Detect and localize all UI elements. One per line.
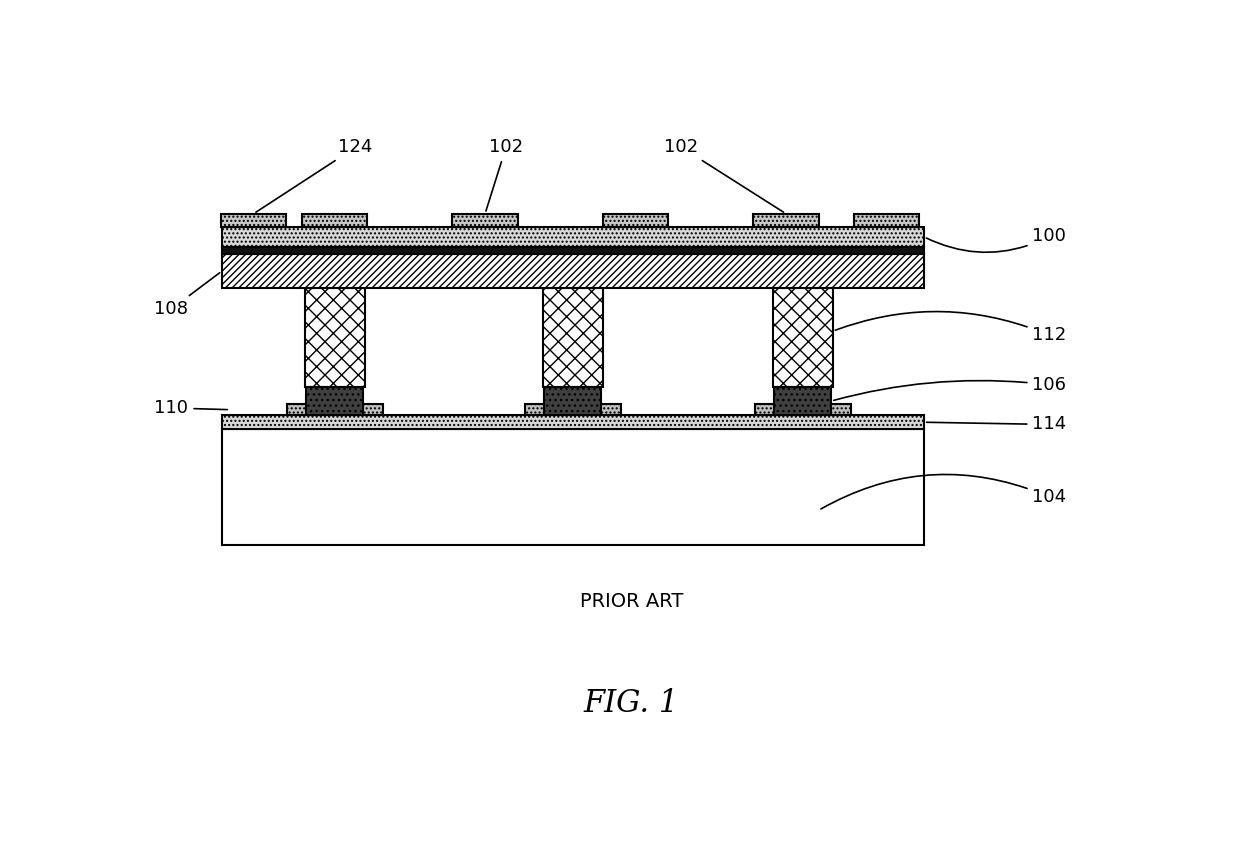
Bar (853, 213, 919, 227)
Text: 108: 108 (155, 273, 219, 318)
Bar (222, 227, 924, 247)
Text: 112: 112 (836, 312, 1066, 345)
Bar (222, 429, 924, 545)
Bar (222, 247, 924, 254)
Bar (305, 288, 365, 387)
Bar (774, 387, 831, 415)
Text: 102: 102 (486, 138, 523, 211)
Text: 114: 114 (926, 416, 1066, 434)
Bar (773, 288, 833, 387)
Bar (221, 213, 286, 227)
Text: 104: 104 (821, 475, 1066, 509)
Text: PRIOR ART: PRIOR ART (579, 591, 683, 610)
Text: 102: 102 (665, 138, 784, 213)
Bar (525, 405, 621, 415)
Text: 110: 110 (155, 399, 227, 417)
Bar (222, 254, 924, 288)
Text: 100: 100 (926, 227, 1066, 252)
Text: FIG. 1: FIG. 1 (584, 688, 680, 719)
Bar (306, 387, 363, 415)
Text: 124: 124 (255, 138, 373, 213)
Bar (286, 405, 383, 415)
Bar (603, 213, 668, 227)
Bar (543, 288, 603, 387)
Text: 106: 106 (833, 376, 1066, 400)
Bar (222, 415, 924, 429)
Bar (754, 213, 818, 227)
Bar (755, 405, 851, 415)
Bar (544, 387, 601, 415)
Bar (303, 213, 367, 227)
Bar (453, 213, 517, 227)
